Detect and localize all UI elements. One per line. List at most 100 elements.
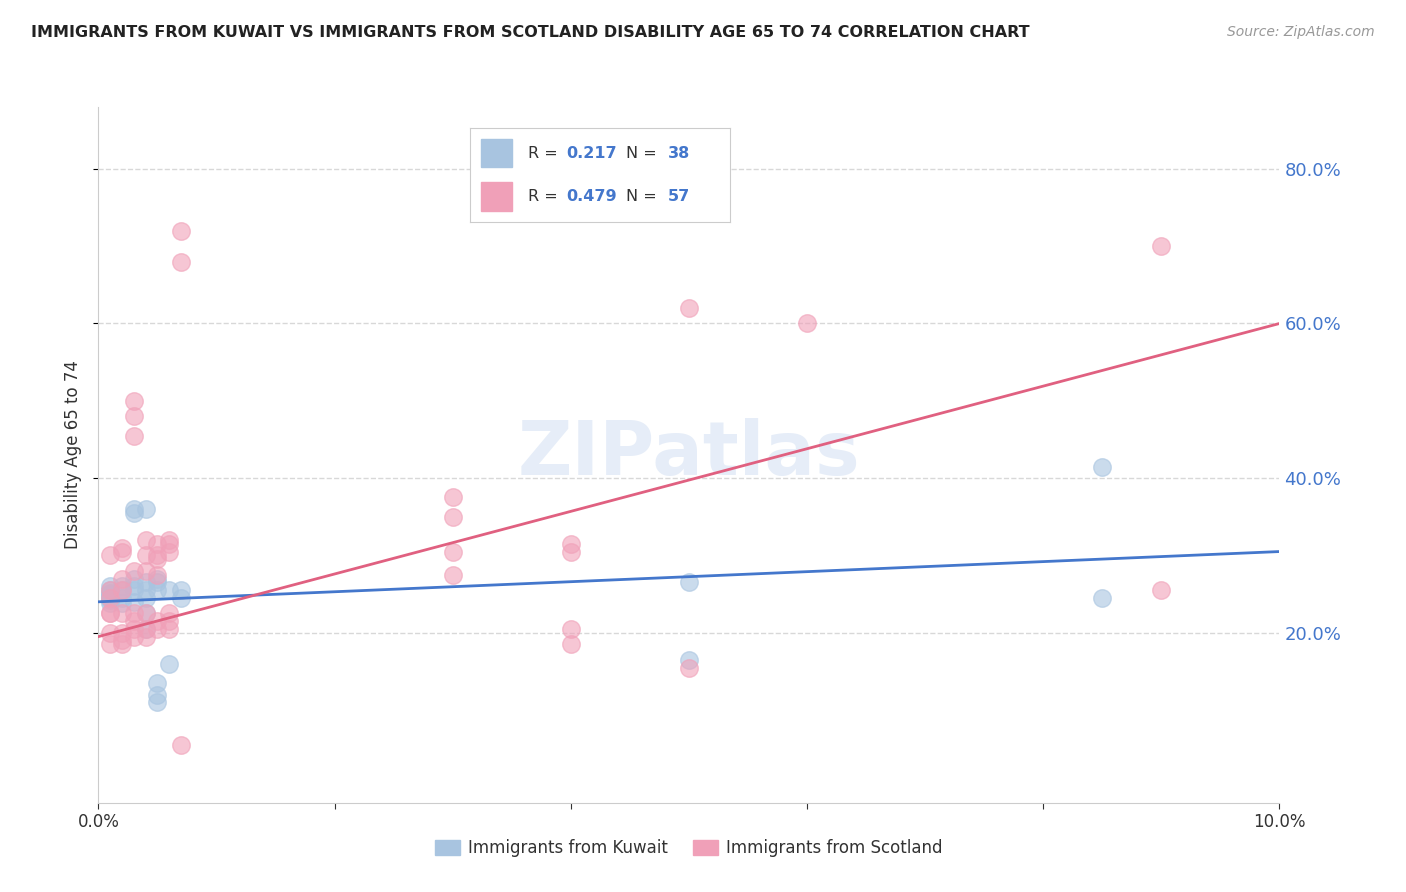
Point: [122, 579, 145, 593]
Point: [135, 607, 157, 621]
Point: [111, 541, 134, 555]
Point: [441, 567, 464, 582]
Point: [98, 585, 121, 599]
Point: [111, 583, 134, 598]
Point: [98, 637, 121, 651]
Point: [98, 579, 121, 593]
Point: [157, 537, 180, 551]
Point: [122, 607, 145, 621]
Point: [796, 317, 818, 331]
Point: [146, 572, 169, 586]
Point: [135, 591, 157, 605]
Point: [1150, 239, 1173, 253]
Point: [146, 622, 169, 636]
Point: [170, 738, 193, 752]
Point: [146, 552, 169, 566]
Point: [98, 591, 121, 605]
Y-axis label: Disability Age 65 to 74: Disability Age 65 to 74: [65, 360, 83, 549]
Point: [560, 537, 582, 551]
Point: [135, 502, 157, 516]
Point: [122, 428, 145, 442]
Point: [122, 502, 145, 516]
Point: [98, 589, 121, 603]
Point: [111, 544, 134, 558]
Point: [146, 583, 169, 598]
Point: [98, 583, 121, 598]
Point: [111, 596, 134, 610]
Point: [111, 572, 134, 586]
Point: [135, 564, 157, 578]
Point: [122, 506, 145, 520]
Point: [441, 544, 464, 558]
Point: [157, 614, 180, 628]
Point: [560, 622, 582, 636]
Point: [122, 595, 145, 609]
Point: [111, 579, 134, 593]
Point: [1150, 583, 1173, 598]
Point: [146, 676, 169, 690]
Point: [122, 393, 145, 408]
Point: [135, 583, 157, 598]
Point: [98, 587, 121, 601]
Point: [157, 622, 180, 636]
Point: [157, 657, 180, 671]
Point: [1091, 591, 1114, 605]
Point: [146, 549, 169, 563]
Point: [678, 653, 700, 667]
Point: [98, 607, 121, 621]
Point: [122, 630, 145, 644]
Point: [170, 583, 193, 598]
Point: [678, 301, 700, 315]
Point: [98, 591, 121, 605]
Point: [135, 575, 157, 590]
Point: [135, 630, 157, 644]
Point: [98, 593, 121, 607]
Point: [111, 583, 134, 598]
Point: [111, 607, 134, 621]
Point: [122, 614, 145, 628]
Point: [98, 549, 121, 563]
Point: [122, 409, 145, 424]
Point: [441, 491, 464, 505]
Point: [98, 625, 121, 640]
Point: [157, 533, 180, 547]
Point: [146, 688, 169, 702]
Point: [98, 607, 121, 621]
Text: ZIPatlas: ZIPatlas: [517, 418, 860, 491]
Point: [146, 567, 169, 582]
Point: [122, 572, 145, 586]
Point: [146, 575, 169, 590]
Point: [122, 622, 145, 636]
Point: [135, 622, 157, 636]
Point: [560, 637, 582, 651]
Point: [170, 591, 193, 605]
Point: [122, 564, 145, 578]
Point: [170, 254, 193, 268]
Point: [678, 660, 700, 674]
Point: [111, 591, 134, 605]
Point: [560, 544, 582, 558]
Point: [1091, 459, 1114, 474]
Point: [98, 583, 121, 598]
Point: [98, 596, 121, 610]
Point: [157, 607, 180, 621]
Point: [135, 622, 157, 636]
Point: [135, 549, 157, 563]
Point: [146, 537, 169, 551]
Point: [122, 583, 145, 598]
Point: [146, 695, 169, 709]
Text: Source: ZipAtlas.com: Source: ZipAtlas.com: [1227, 25, 1375, 39]
Legend: Immigrants from Kuwait, Immigrants from Scotland: Immigrants from Kuwait, Immigrants from …: [429, 833, 949, 864]
Point: [135, 533, 157, 547]
Point: [146, 614, 169, 628]
Point: [111, 637, 134, 651]
Point: [111, 625, 134, 640]
Point: [441, 509, 464, 524]
Point: [135, 607, 157, 621]
Point: [157, 544, 180, 558]
Point: [170, 224, 193, 238]
Point: [111, 633, 134, 648]
Point: [678, 575, 700, 590]
Point: [157, 583, 180, 598]
Text: IMMIGRANTS FROM KUWAIT VS IMMIGRANTS FROM SCOTLAND DISABILITY AGE 65 TO 74 CORRE: IMMIGRANTS FROM KUWAIT VS IMMIGRANTS FRO…: [31, 25, 1029, 40]
